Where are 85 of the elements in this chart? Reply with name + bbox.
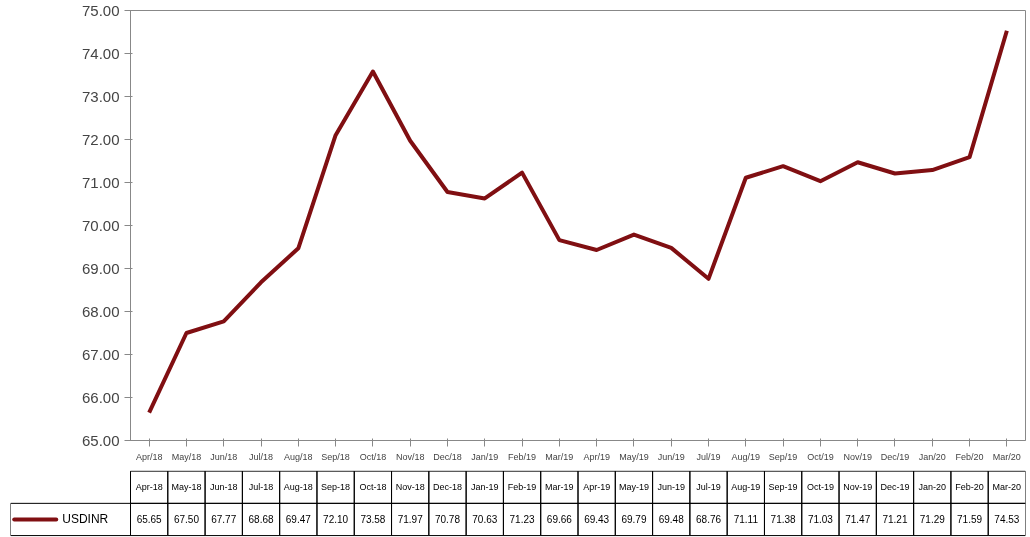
text: Jan-20 [918, 482, 947, 493]
legend-label: USDINR [62, 512, 109, 527]
data-label: 69.48 [658, 514, 685, 526]
data-label: 67.77 [211, 514, 237, 526]
data-label: 71.38 [770, 514, 797, 526]
data-label: 74.53 [994, 514, 1020, 526]
text: Feb-20 [955, 482, 984, 493]
x-tick-label: Oct/19 [807, 451, 834, 462]
text: Apr-18 [135, 482, 163, 493]
data-label: 69.79 [621, 514, 647, 526]
data-label: 71.59 [957, 514, 983, 526]
y-tick-label: 72.00 [81, 130, 120, 148]
x-tick-label: Feb/19 [508, 451, 537, 462]
x-tick-label: Apr/18 [135, 451, 163, 462]
text: Aug-18 [283, 482, 313, 493]
text: Sep-19 [768, 482, 798, 493]
text: Sep-18 [321, 482, 351, 493]
y-tick-label: 70.00 [81, 216, 120, 234]
text: Feb-19 [507, 482, 537, 493]
x-tick-label: Sep/19 [768, 451, 798, 462]
x-tick-label: Aug/19 [731, 451, 761, 462]
y-tick-label: 65.00 [81, 431, 120, 449]
x-tick-label: Mar/20 [992, 451, 1021, 462]
x-tick-label: Jun/18 [210, 451, 238, 462]
x-tick-label: Feb/20 [955, 451, 984, 462]
y-tick-label: 71.00 [81, 173, 120, 191]
text: Aug-19 [731, 482, 761, 493]
text: Mar-20 [992, 482, 1022, 493]
text: Jul-19 [696, 482, 721, 493]
text: Dec-19 [880, 482, 910, 493]
y-tick-label: 73.00 [81, 87, 120, 105]
data-label: 72.10 [323, 514, 349, 526]
x-tick-label: Apr/19 [583, 451, 610, 462]
x-tick-label: Jan/19 [471, 451, 499, 462]
x-tick-label: May/19 [619, 451, 649, 462]
x-tick-label: Aug/18 [284, 451, 313, 462]
data-label: 68.68 [248, 514, 274, 526]
x-tick-label: Jul/19 [696, 451, 721, 462]
data-label: 71.23 [509, 514, 536, 526]
data-label: 71.29 [919, 514, 946, 526]
text: Jun-18 [209, 482, 238, 493]
x-tick-label: Jun/19 [657, 451, 685, 462]
text: Jun-19 [657, 482, 685, 493]
text: Jul-18 [248, 482, 274, 493]
text: Nov-18 [395, 482, 425, 493]
x-tick-label: Dec/19 [880, 451, 910, 462]
x-tick-label: Nov/19 [843, 451, 872, 462]
data-label: 71.97 [397, 514, 424, 526]
data-label: 71.11 [733, 514, 759, 526]
text: Jan-19 [471, 482, 499, 493]
x-tick-label: Mar/19 [545, 451, 574, 462]
y-tick-label: 75.00 [81, 1, 120, 19]
x-tick-label: Dec/18 [433, 451, 462, 462]
line-series [147, 28, 1009, 415]
x-tick-label: Nov/18 [395, 451, 425, 462]
data-label: 71.21 [882, 514, 908, 526]
data-label: 67.50 [173, 514, 200, 526]
data-label: 71.47 [845, 514, 871, 526]
data-label: 68.76 [696, 514, 722, 526]
data-label: 65.65 [136, 514, 163, 526]
text: May-19 [618, 482, 649, 493]
y-tick-label: 74.00 [81, 44, 120, 62]
text: May-18 [171, 482, 202, 493]
y-tick-label: 69.00 [81, 259, 120, 277]
text: Oct-18 [359, 482, 387, 493]
data-label: 69.47 [285, 514, 312, 526]
text: Oct-19 [806, 482, 834, 493]
x-tick-label: May/18 [171, 451, 202, 462]
x-tick-label: Oct/18 [359, 451, 387, 462]
text: Nov-19 [843, 482, 873, 493]
y-tick-label: 68.00 [81, 302, 120, 320]
x-tick-label: Jul/18 [249, 451, 274, 462]
text: Dec-18 [432, 482, 462, 493]
data-label: 70.63 [472, 514, 498, 526]
data-label: 69.43 [584, 514, 610, 526]
x-tick-label: Jan/20 [918, 451, 946, 462]
data-label: 73.58 [360, 514, 386, 526]
data-label: 70.78 [434, 514, 461, 526]
y-tick-label: 67.00 [81, 345, 120, 363]
data-label: 71.03 [807, 514, 834, 526]
y-tick-label: 66.00 [81, 388, 120, 406]
text: Apr-19 [583, 482, 611, 493]
text: Mar-19 [545, 482, 574, 493]
data-label: 69.66 [546, 514, 573, 526]
x-tick-label: Sep/18 [321, 451, 350, 462]
